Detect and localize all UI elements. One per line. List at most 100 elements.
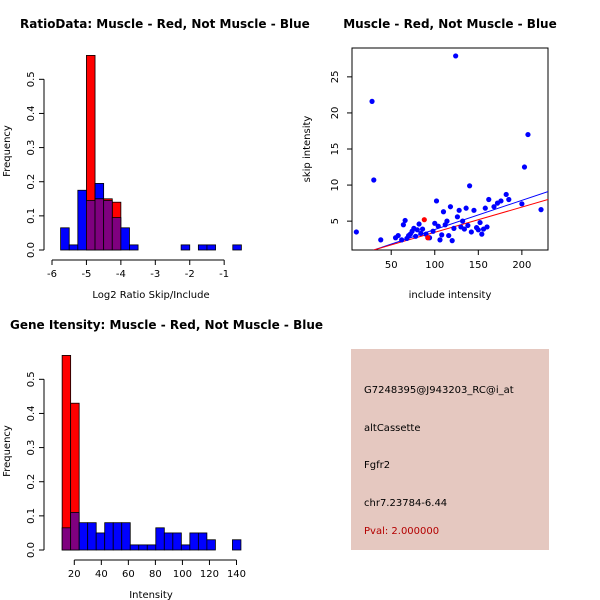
not-muscle-point	[435, 223, 441, 229]
not-muscle-point	[521, 164, 528, 170]
overlap-bar	[103, 200, 113, 251]
chart-title: Gene Itensity: Muscle - Red, Not Muscle …	[10, 318, 323, 332]
not-muscle-point	[475, 227, 481, 233]
x-axis-label: Intensity	[129, 590, 173, 600]
not-muscle-bar	[60, 227, 70, 251]
intensity-scatter-plot: Muscle - Red, Not Muscle - Blue 50 100 150 2…	[302, 17, 557, 301]
x-tick-label: -3	[150, 269, 160, 280]
not-muscle-point	[402, 217, 408, 224]
not-muscle-point	[498, 198, 504, 204]
muscle-bar	[61, 355, 72, 551]
not-muscle-point	[412, 233, 419, 239]
not-muscle-point	[491, 204, 497, 210]
not-muscle-point	[369, 98, 375, 104]
not-muscle-point	[433, 198, 440, 204]
y-tick-label: 10	[330, 179, 341, 192]
not-muscle-point	[416, 221, 422, 227]
not-muscle-point	[538, 207, 544, 213]
y-tick-label: 0.4	[26, 105, 37, 121]
x-axis-label: Log2 Ratio Skip/Include	[92, 290, 209, 301]
not-muscle-point	[486, 196, 492, 203]
not-muscle-point	[414, 227, 420, 233]
not-muscle-point	[482, 205, 488, 211]
not-muscle-bar	[68, 244, 79, 251]
not-muscle-bar	[129, 244, 139, 251]
not-muscle-point	[456, 207, 462, 213]
x-tick-label: 80	[149, 569, 162, 580]
not-muscle-point	[451, 225, 457, 231]
x-tick-label: -5	[81, 269, 91, 280]
info-panel: G7248395@J943203_RC@i_at altCassette Fgf…	[351, 349, 549, 550]
gene-name: Fgfr2	[364, 460, 391, 471]
not-muscle-point	[460, 218, 466, 224]
not-muscle-bar	[78, 522, 89, 551]
not-muscle-point	[449, 238, 455, 244]
not-muscle-bar	[94, 183, 105, 200]
y-tick-label: 0.4	[26, 405, 37, 421]
genomic-location: chr7.23784-6.44	[364, 498, 448, 509]
x-axis-label: include intensity	[409, 290, 492, 301]
not-muscle-point	[430, 228, 436, 234]
y-tick-label: 0.5	[26, 71, 37, 87]
plot-area	[353, 53, 548, 250]
x-tick-label: -2	[185, 269, 195, 280]
x-tick-label: 140	[227, 569, 246, 580]
not-muscle-point	[446, 232, 452, 239]
ratio-histogram: RatioData: Muscle - Red, Not Muscle - Bl…	[2, 17, 310, 301]
not-muscle-bar	[129, 544, 140, 551]
x-tick-label: 50	[385, 260, 398, 271]
not-muscle-bar	[189, 532, 199, 551]
y-tick-label: 0.5	[26, 371, 37, 387]
not-muscle-point	[463, 205, 469, 211]
y-tick-label: 0.2	[26, 174, 37, 190]
x-tick-label: 20	[68, 569, 81, 580]
not-muscle-bar	[206, 539, 216, 551]
chart-title: Muscle - Red, Not Muscle - Blue	[343, 17, 557, 31]
chart-title: RatioData: Muscle - Red, Not Muscle - Bl…	[20, 17, 310, 31]
not-muscle-point	[503, 191, 509, 198]
overlap-bar	[70, 512, 80, 551]
not-muscle-bar	[155, 527, 165, 551]
not-muscle-point	[440, 209, 447, 215]
not-muscle-point	[418, 230, 424, 237]
not-muscle-bar	[172, 532, 182, 551]
not-muscle-point	[371, 177, 377, 183]
not-muscle-point	[419, 226, 426, 232]
y-tick-label: 20	[330, 107, 341, 120]
not-muscle-point	[439, 232, 445, 238]
y-tick-label: 0.2	[26, 474, 37, 490]
overlap-bar	[61, 527, 72, 551]
not-muscle-bar	[120, 227, 130, 251]
not-muscle-bar	[206, 244, 216, 251]
muscle-point	[421, 217, 427, 223]
x-tick-label: -6	[47, 269, 57, 280]
not-muscle-point	[454, 214, 461, 220]
overlap-bar	[111, 217, 122, 251]
x-tick-label: 60	[122, 569, 135, 580]
not-muscle-bar	[95, 532, 106, 551]
not-muscle-point	[479, 231, 485, 237]
not-muscle-point	[447, 204, 454, 210]
not-muscle-point	[468, 229, 474, 235]
not-muscle-bar	[232, 539, 242, 551]
not-muscle-point	[525, 131, 531, 138]
intensity-histogram: Gene Itensity: Muscle - Red, Not Muscle …	[2, 318, 323, 600]
x-tick-label: 200	[512, 260, 531, 271]
not-muscle-bar	[138, 544, 148, 551]
not-muscle-point	[444, 218, 450, 224]
overlap-bar	[86, 200, 96, 251]
not-muscle-bar	[146, 544, 157, 551]
plot-frame	[351, 47, 549, 251]
not-muscle-point	[471, 207, 477, 213]
not-muscle-point	[465, 222, 471, 229]
not-muscle-point	[400, 222, 406, 228]
x-tick-label: 100	[425, 260, 444, 271]
not-muscle-bar	[112, 522, 123, 551]
not-muscle-point	[432, 220, 438, 226]
not-muscle-bar	[197, 244, 208, 251]
p-value: Pval: 2.000000	[364, 526, 440, 537]
y-tick-label: 0.3	[26, 440, 37, 456]
not-muscle-bar	[104, 522, 114, 551]
x-tick-label: 120	[200, 569, 219, 580]
